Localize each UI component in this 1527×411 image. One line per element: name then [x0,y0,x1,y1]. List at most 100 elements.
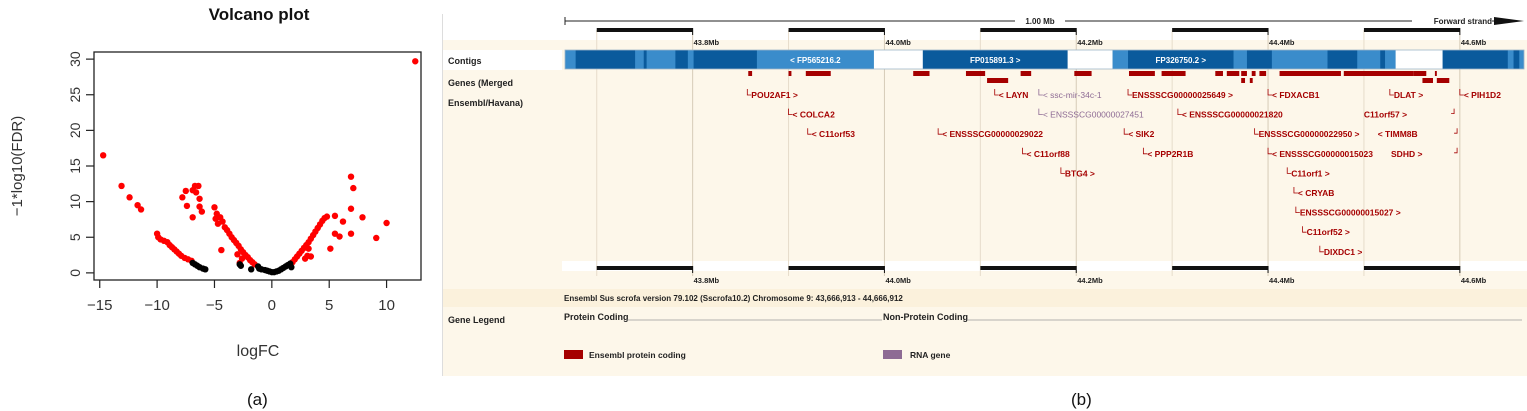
gene-block[interactable] [1161,71,1186,76]
legend-protein-swatch [564,350,583,359]
gene-label[interactable]: < ENSSSCG00000021820 [1182,110,1283,120]
ruler-block [1172,266,1269,270]
gene-labels: POU2AF1 > < COLCA2 < C11orf53 < LAYN < ssc-m… [746,89,1501,257]
gene-label[interactable]: < ENSSSCG00000029022 [942,129,1043,139]
ruler-block [596,266,693,270]
gene-block[interactable] [1249,78,1253,83]
gene-label[interactable]: < LAYN [999,90,1029,100]
gene-label[interactable]: < COLCA2 [793,110,836,120]
gene-block[interactable] [1226,71,1240,76]
gene-block[interactable] [1279,71,1341,76]
contig-label[interactable]: FP326750.2 > [1156,56,1207,65]
gene-label[interactable]: < C11orf88 [1027,149,1071,159]
data-point [359,214,366,221]
gene-label[interactable]: < PPP2R1B [1147,149,1193,159]
ruler-block [788,266,885,270]
track-label-contigs: Contigs [448,56,482,66]
contig-label[interactable]: < FP565216.2 [790,56,841,65]
gene-label[interactable]: < CRYAB [1298,188,1334,198]
ruler-tick-label: 43.8Mb [694,276,720,285]
gene-label[interactable]: C11orf52 > [1307,227,1350,237]
gene-block[interactable] [1259,71,1267,76]
gene-connector [1454,147,1458,154]
gene-connector [1267,147,1273,155]
gene-block[interactable] [1215,71,1223,76]
data-point [189,214,196,221]
data-point [99,152,107,159]
gene-blocks [748,71,1450,83]
gene-label[interactable]: < ENSSSCG00000027451 [1043,110,1144,120]
gene-label[interactable]: < TIMM8B [1378,129,1418,139]
data-point [137,206,145,213]
gene-label[interactable]: BTG4 > [1065,168,1095,178]
contig-segment [1271,50,1328,69]
gene-connector [1142,147,1148,155]
scale-label-bg [1015,15,1065,27]
y-tick-label: 30 [67,51,83,67]
gene-block[interactable] [1251,71,1256,76]
ruler-tick-label: 44.0Mb [885,276,911,285]
data-point [350,184,357,192]
data-point [347,205,355,212]
gene-label[interactable]: < C11orf53 [812,129,856,139]
gene-label[interactable]: ENSSSCG00000025649 > [1132,90,1233,100]
caption-b: (b) [1071,390,1092,409]
gene-block[interactable] [1413,71,1427,76]
gene-connector [1177,108,1182,115]
gene-connector [1127,89,1133,96]
gene-label[interactable]: < ssc-mir-34c-1 [1043,90,1102,100]
gene-label[interactable]: DLAT > [1394,90,1423,100]
gene-connector [788,108,793,115]
x-axis: −15 −10 −5 0 5 10 [87,280,395,314]
gene-label[interactable]: < ENSSSCG00000015023 [1272,149,1373,159]
gene-label[interactable]: C11orf57 > [1364,110,1407,120]
footer-info: Ensembl Sus scrofa version 79.102 (Sscro… [564,294,903,303]
gene-connector [1038,89,1043,96]
gene-block[interactable] [1128,71,1155,76]
gene-block[interactable] [965,71,986,76]
contig-label[interactable]: FP015891.3 > [970,56,1021,65]
gene-block[interactable] [1343,71,1414,76]
data-point [218,246,225,254]
gene-label[interactable]: ENSSSCG00000022950 > [1259,129,1360,139]
gene-label[interactable]: < SIK2 [1128,129,1154,139]
gene-block[interactable] [748,71,753,76]
data-point [196,203,203,210]
ruler-block [596,28,693,32]
gene-block[interactable] [913,71,930,76]
ruler-block [1363,266,1460,270]
data-point [331,230,339,237]
genome-browser: 1.00 Mb Forward strand 43.8Mb 44.0Mb 44.2M… [442,14,1527,376]
gene-connector [1286,167,1292,174]
gene-block[interactable] [987,78,1009,83]
gene-label[interactable]: < PIH1D2 [1464,90,1501,100]
gene-block[interactable] [1020,71,1032,76]
gene-label[interactable]: C11orf1 > [1291,168,1330,178]
gene-block[interactable] [805,71,831,76]
data-point [126,194,133,201]
ruler-tick-label: 44.2Mb [1077,276,1103,285]
ruler-tick-label: 44.2Mb [1077,38,1103,47]
gene-connector [937,128,943,135]
gene-block[interactable] [1422,78,1433,83]
gene-label[interactable]: SDHD > [1391,149,1422,159]
gene-block[interactable] [1241,71,1247,76]
ruler-tick-label: 44.6Mb [1461,38,1487,47]
strand-label: Forward strand [1434,17,1492,26]
data-point [219,218,226,225]
gene-block[interactable] [1074,71,1092,76]
gene-connector [1459,89,1464,96]
gene-label[interactable]: POU2AF1 > [751,90,798,100]
gene-label[interactable]: < FDXACB1 [1272,90,1320,100]
y-axis-label: −1*log10(FDR) [9,116,26,216]
gene-connector [1319,245,1324,253]
data-point [195,182,202,190]
data-point [182,187,189,195]
gene-label[interactable]: ENSSSCG00000015027 > [1300,208,1401,218]
gene-block[interactable] [1436,78,1450,83]
gene-block[interactable] [788,71,792,76]
volcano-plot: Volcano plot 0 5 10 15 20 25 30 −15 −10 −5 0 5 10 l… [9,5,422,360]
gene-label[interactable]: DIXDC1 > [1324,247,1363,257]
gene-block[interactable] [1241,78,1246,83]
gene-block[interactable] [1434,71,1437,76]
